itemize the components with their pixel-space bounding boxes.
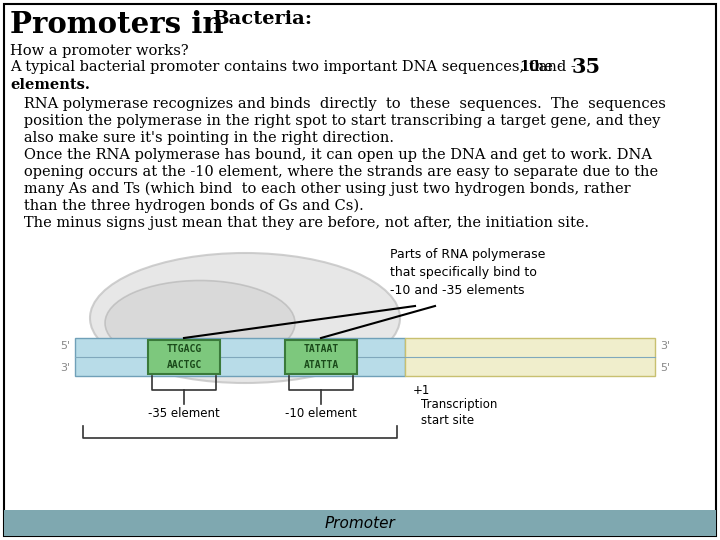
Text: Bacteria:: Bacteria: [212, 10, 312, 28]
Bar [75, 338, 405, 376]
Text: -10 element: -10 element [285, 407, 357, 420]
Text: ATATTA: ATATTA [303, 360, 338, 370]
Text: opening occurs at the -10 element, where the strands are easy to separate due to: opening occurs at the -10 element, where… [10, 165, 658, 179]
Text: -35 element: -35 element [148, 407, 220, 420]
Text: How a promoter works?: How a promoter works? [10, 44, 189, 58]
Bar [148, 340, 220, 374]
Text: Once the RNA polymerase has bound, it can open up the DNA and get to work. DNA: Once the RNA polymerase has bound, it ca… [10, 148, 652, 162]
Text: many As and Ts (which bind  to each other using just two hydrogen bonds, rather: many As and Ts (which bind to each other… [10, 182, 631, 197]
Text: also make sure it's pointing in the right direction.: also make sure it's pointing in the righ… [10, 131, 394, 145]
Text: The minus signs just mean that they are before, not after, the initiation site.: The minus signs just mean that they are … [10, 216, 589, 230]
Text: +1: +1 [413, 384, 431, 397]
Bar [4, 510, 716, 536]
Text: AACTGC: AACTGC [166, 360, 202, 370]
Text: elements.: elements. [10, 78, 90, 92]
Ellipse shape [90, 253, 400, 383]
Text: 3': 3' [660, 341, 670, 352]
Text: and -: and - [534, 60, 576, 74]
Text: RNA polymerase recognizes and binds  directly  to  these  sequences.  The  seque: RNA polymerase recognizes and binds dire… [10, 97, 666, 111]
Text: 10: 10 [519, 60, 539, 74]
Ellipse shape [105, 280, 295, 366]
Text: A typical bacterial promoter contains two important DNA sequences, the -: A typical bacterial promoter contains tw… [10, 60, 562, 74]
Text: Promoters in: Promoters in [10, 10, 233, 39]
Text: 35: 35 [572, 57, 601, 77]
Text: 3': 3' [60, 363, 70, 373]
Bar [285, 340, 357, 374]
Text: TTGACG: TTGACG [166, 343, 202, 354]
Text: 5': 5' [60, 341, 70, 352]
Text: Transcription
start site: Transcription start site [421, 398, 498, 427]
Text: than the three hydrogen bonds of Gs and Cs).: than the three hydrogen bonds of Gs and … [10, 199, 364, 213]
Text: TATAAT: TATAAT [303, 343, 338, 354]
Text: position the polymerase in the right spot to start transcribing a target gene, a: position the polymerase in the right spo… [10, 114, 660, 128]
Text: Parts of RNA polymerase
that specifically bind to
-10 and -35 elements: Parts of RNA polymerase that specificall… [390, 248, 545, 297]
Text: Promoter: Promoter [325, 516, 395, 530]
Bar [405, 338, 655, 376]
Text: 5': 5' [660, 363, 670, 373]
